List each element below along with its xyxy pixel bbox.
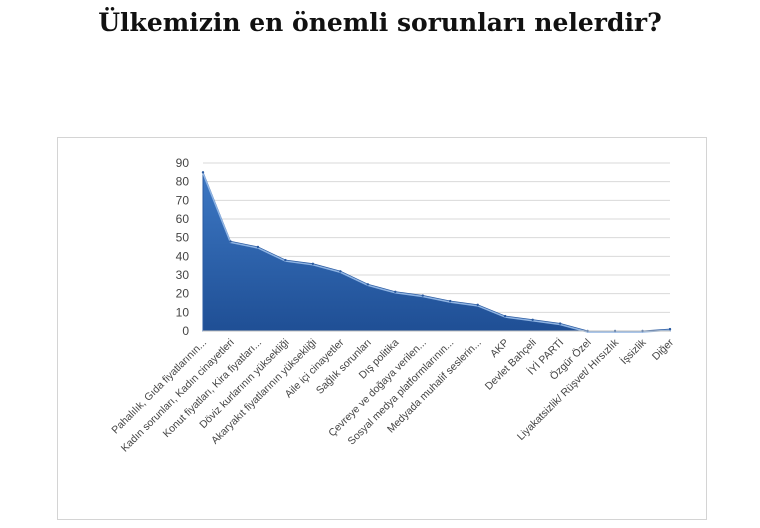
data-point [366, 283, 370, 286]
area-fill [202, 172, 671, 332]
x-tick-label: İşsizlik [618, 335, 650, 367]
data-point [668, 327, 672, 331]
y-tick-label: 50 [176, 231, 190, 245]
data-point [311, 262, 315, 265]
y-tick-label: 40 [176, 249, 190, 263]
y-tick-label: 0 [182, 324, 189, 338]
y-tick-label: 20 [176, 287, 190, 301]
data-point [476, 303, 479, 307]
area-chart: 0 10 20 30 40 50 60 70 80 90 Pahalılık, Gıda fiya… [109, 156, 677, 454]
y-axis: 0 10 20 30 40 50 60 70 80 90 [176, 156, 190, 338]
x-tick-label: Diğer [650, 336, 677, 363]
data-point [256, 245, 260, 249]
y-tick-label: 60 [176, 212, 190, 226]
x-axis: Pahalılık, Gıda fiyatlarının...Kadın sor… [109, 330, 677, 454]
data-point [339, 270, 342, 273]
page-title: Ülkemizin en önemli sorunları nelerdir? [98, 8, 662, 37]
y-tick-label: 70 [176, 193, 190, 207]
y-tick-label: 30 [176, 268, 190, 282]
data-point [201, 171, 205, 174]
data-point [229, 240, 232, 243]
y-tick-label: 90 [176, 156, 190, 170]
y-tick-label: 10 [176, 305, 190, 319]
area-series [201, 171, 672, 333]
y-tick-label: 80 [176, 175, 190, 189]
x-tick-label: AKP [488, 337, 511, 360]
data-point [421, 294, 424, 297]
chart-frame: 0 10 20 30 40 50 60 70 80 90 Pahalılık, Gıda fiya… [57, 137, 707, 520]
data-point [531, 318, 534, 321]
area-top-edge [202, 173, 671, 333]
data-point [558, 322, 562, 325]
data-point [394, 290, 397, 293]
data-point [284, 258, 287, 262]
data-point [449, 299, 452, 303]
data-point [503, 314, 507, 318]
